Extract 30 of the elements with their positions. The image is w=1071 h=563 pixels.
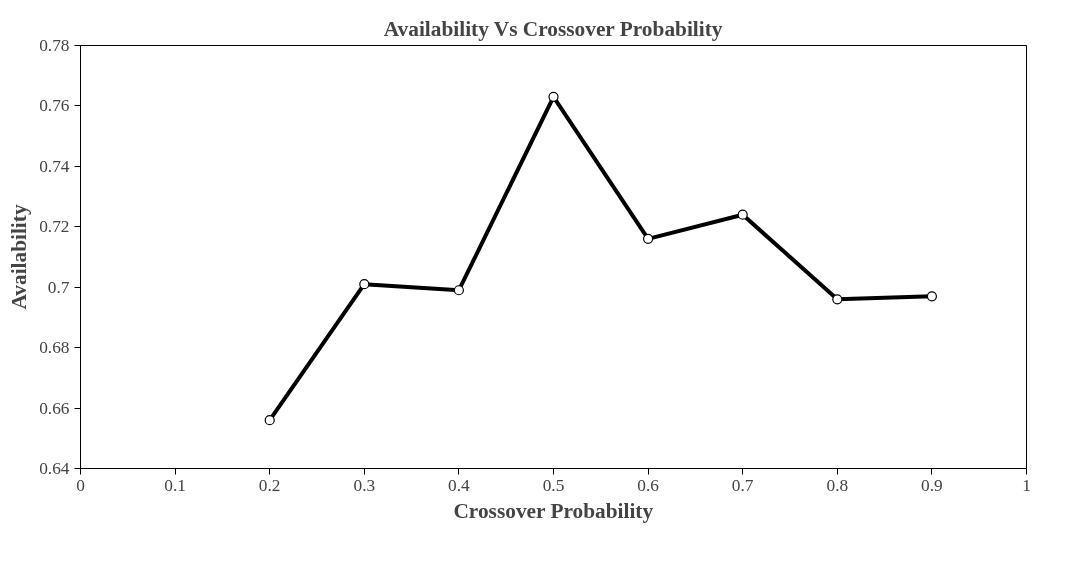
y-tick-label: 0.66 [39, 398, 70, 418]
x-tick-label: 0.3 [353, 475, 376, 495]
x-tick-label: 0.9 [921, 475, 943, 495]
point [832, 294, 843, 305]
x-tick-label: 0.8 [826, 475, 849, 495]
y-tick-label: 0.7 [47, 277, 70, 297]
x-tick-label: 0.5 [542, 475, 565, 495]
x-axis-title: Crossover Probability [453, 498, 654, 523]
x-tick-label: 0.1 [164, 475, 186, 495]
point [737, 209, 748, 220]
x-tick-label: 0.4 [448, 475, 471, 495]
x-tick-label: 0.6 [637, 475, 660, 495]
point [643, 233, 654, 244]
x-tick-label: 0.2 [258, 475, 281, 495]
x-tick-label: 1 [1022, 475, 1031, 495]
y-tick-label: 0.74 [39, 156, 70, 176]
y-tick-label: 0.78 [39, 36, 70, 55]
point [926, 291, 937, 302]
x-tick-label: 0.7 [731, 475, 754, 495]
x-tick-label: 0 [76, 475, 85, 495]
y-tick-label: 0.64 [39, 459, 70, 478]
chart-title: Availability Vs Crossover Probability [383, 16, 723, 41]
point [264, 415, 275, 426]
y-tick-label: 0.68 [39, 338, 70, 358]
y-axis-title: Availability [7, 204, 32, 310]
point [359, 279, 370, 290]
point [548, 91, 559, 102]
y-tick-label: 0.76 [39, 96, 70, 116]
point [453, 285, 464, 296]
y-tick-label: 0.72 [39, 217, 70, 237]
